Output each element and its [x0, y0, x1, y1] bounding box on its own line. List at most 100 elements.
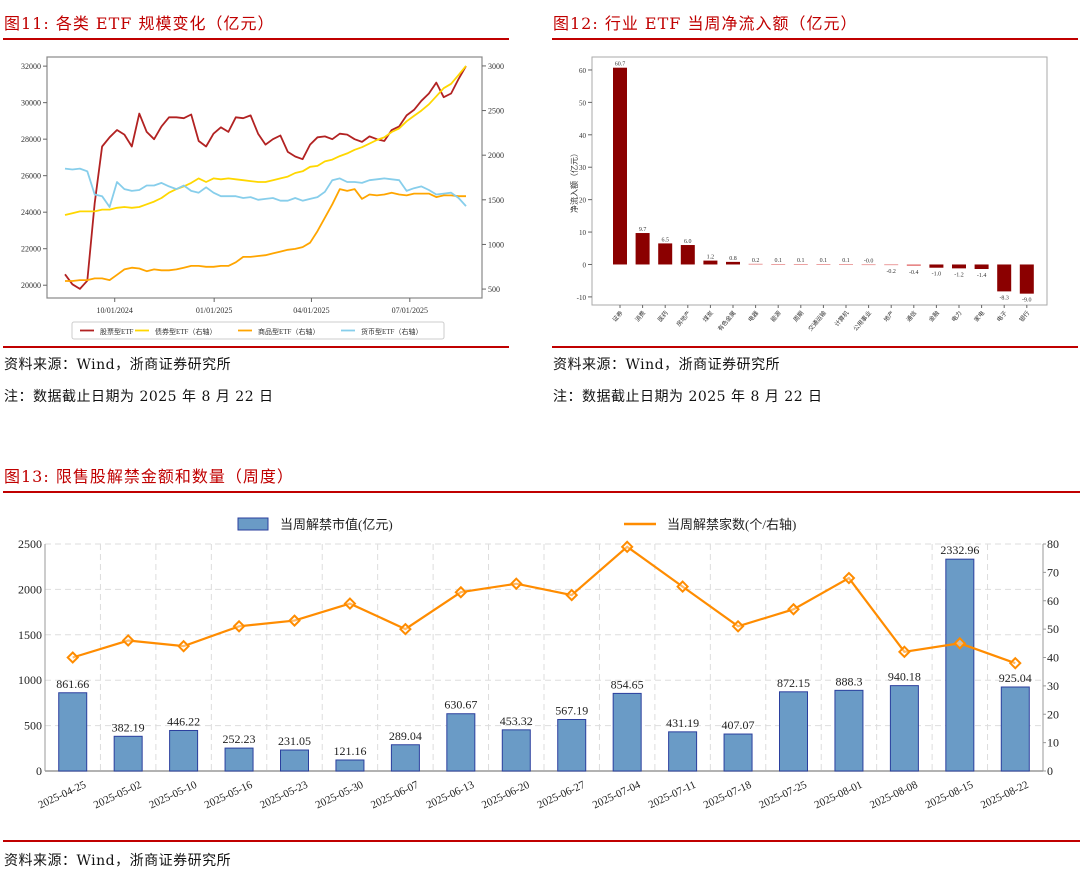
- figure-12-title-rule: [552, 38, 1078, 40]
- bar-银行: [1019, 264, 1034, 294]
- y-tick-label: 20: [579, 197, 587, 205]
- x-tick-label: 2025-08-08: [868, 779, 920, 812]
- bar-2025-05-23: [280, 749, 309, 772]
- y-left-tick-label: 24000: [21, 208, 41, 217]
- y-right-tick-label: 50: [1047, 622, 1059, 636]
- figure-12-note: 注：数据截止日期为 2025 年 8 月 22 日: [553, 389, 823, 405]
- x-tick-label: 2025-06-13: [425, 779, 477, 812]
- x-tick-label: 2025-08-15: [924, 779, 976, 812]
- bar-2025-05-30: [335, 759, 365, 772]
- x-tick-label: 能源: [769, 309, 783, 323]
- line-marker: [897, 645, 911, 659]
- bar-家电: [974, 264, 989, 270]
- bar-2025-06-07: [390, 744, 420, 772]
- x-tick-label: 07/01/2025: [392, 306, 428, 315]
- bar-地产: [884, 264, 899, 266]
- x-tick-label: 通信: [904, 309, 918, 323]
- bar-value-label: 6.5: [661, 237, 669, 243]
- legend-label-line: 当周解禁家数(个/右轴): [667, 517, 796, 532]
- bar-证券: [613, 67, 627, 265]
- figure-12-chart: -10 0 10 20 30 40 50 60 净流入额（亿元） 60.7 证券 9.7 消费 6.5 医药…: [569, 56, 1048, 333]
- y-left-tick-label: 0: [36, 764, 42, 778]
- y-tick-label: -10: [577, 294, 587, 302]
- bar-value-label: 252.23: [223, 732, 256, 746]
- y-left-tick-label: 26000: [21, 172, 41, 181]
- series-line-股票型ETF: [64, 65, 467, 290]
- y-right-tick-label: 0: [1047, 764, 1053, 778]
- bar-value-label: 0.2: [752, 258, 760, 264]
- line-marker: [398, 622, 412, 636]
- bar-房地产: [680, 245, 695, 265]
- bar-2025-07-11: [668, 731, 698, 772]
- bar-value-label: -0.2: [886, 269, 896, 275]
- figure-11-note: 注：数据截止日期为 2025 年 8 月 22 日: [4, 389, 274, 405]
- bar-周期: [793, 264, 808, 265]
- line-marker: [565, 588, 579, 602]
- x-tick-label: 2025-04-25: [36, 779, 88, 812]
- x-tick-label: 2025-05-02: [92, 779, 144, 812]
- y-left-tick-label: 20000: [21, 281, 41, 290]
- y-right-tick-label: 40: [1047, 651, 1059, 665]
- bar-消费: [635, 233, 650, 265]
- bar-value-label: -1.0: [932, 272, 942, 278]
- x-tick-label: 2025-08-22: [979, 779, 1031, 812]
- y-right-tick-label: 30: [1047, 679, 1059, 693]
- line-marker: [121, 634, 135, 647]
- bar-value-label: 888.3: [835, 674, 862, 688]
- bar-2025-06-27: [557, 718, 587, 772]
- bar-电器: [748, 263, 763, 265]
- bar-value-label: 567.19: [555, 703, 588, 717]
- x-tick-label: 2025-07-18: [702, 779, 754, 812]
- x-tick-label: 银行: [1017, 309, 1031, 323]
- bar-value-label: 0.1: [774, 258, 782, 264]
- x-tick-label: 01/01/2025: [196, 306, 232, 315]
- x-tick-label: 2025-06-07: [369, 779, 421, 812]
- y-right-tick-label: 500: [488, 285, 500, 294]
- y-tick-label: 50: [579, 99, 587, 107]
- y-right-tick-label: 70: [1047, 565, 1059, 579]
- legend-label: 货币型ETF（右轴）: [361, 327, 422, 336]
- bar-value-label: 0.1: [842, 258, 850, 264]
- bar-能源: [771, 264, 786, 265]
- bar-电力: [952, 264, 966, 269]
- y-axis-label: 净流入额（亿元）: [569, 149, 579, 213]
- series-line-债券型ETF（右轴）: [64, 65, 467, 216]
- x-tick-label: 2025-05-30: [314, 779, 366, 812]
- x-tick-label: 2025-05-10: [147, 779, 199, 812]
- plot-frame: [591, 56, 1048, 306]
- x-tick-label: 2025-08-01: [813, 779, 865, 812]
- series-line-count: [72, 545, 1016, 665]
- figure-11-chart: 20000 22000 24000 26000 28000 30000 32000 500 10…: [21, 56, 504, 340]
- x-tick-label: 10/01/2024: [96, 306, 132, 315]
- bar-value-label: -0.0: [864, 258, 874, 264]
- x-tick-label: 2025-07-25: [757, 779, 809, 812]
- bar-2025-06-20: [501, 729, 531, 772]
- x-tick-label: 房地产: [675, 309, 693, 328]
- y-tick-label: 0: [583, 261, 587, 269]
- x-tick-label: 家电: [972, 309, 986, 323]
- bar-2025-07-18: [723, 733, 753, 772]
- y-right-tick-label: 60: [1047, 594, 1059, 608]
- bar-value-label: 0.1: [820, 258, 828, 264]
- line-marker: [454, 585, 468, 599]
- x-tick-label: 2025-06-27: [535, 779, 587, 812]
- series-line-货币型ETF（右轴）: [64, 167, 467, 208]
- x-tick-label: 电力: [950, 309, 964, 323]
- bar-2025-07-25: [779, 691, 808, 772]
- figure-13-bottom-rule: [3, 840, 1080, 842]
- bar-value-label: 382.19: [112, 720, 145, 734]
- bar-value-label: 60.7: [615, 62, 626, 68]
- y-right-tick-label: 20: [1047, 707, 1059, 721]
- x-tick-label: 2025-07-11: [647, 779, 698, 811]
- y-right-tick-label: 1000: [488, 240, 504, 249]
- y-left-tick-label: 1000: [18, 673, 42, 687]
- y-tick-label: 10: [579, 229, 587, 237]
- bar-value-label: 9.7: [639, 227, 647, 233]
- y-tick-label: 60: [579, 67, 587, 75]
- bar-2025-07-04: [612, 692, 642, 772]
- line-marker: [343, 597, 357, 611]
- x-tick-label: 04/01/2025: [293, 306, 329, 315]
- bar-value-label: -1.2: [954, 272, 964, 278]
- y-left-tick-label: 22000: [21, 245, 41, 254]
- x-tick-label: 2025-07-04: [591, 779, 643, 812]
